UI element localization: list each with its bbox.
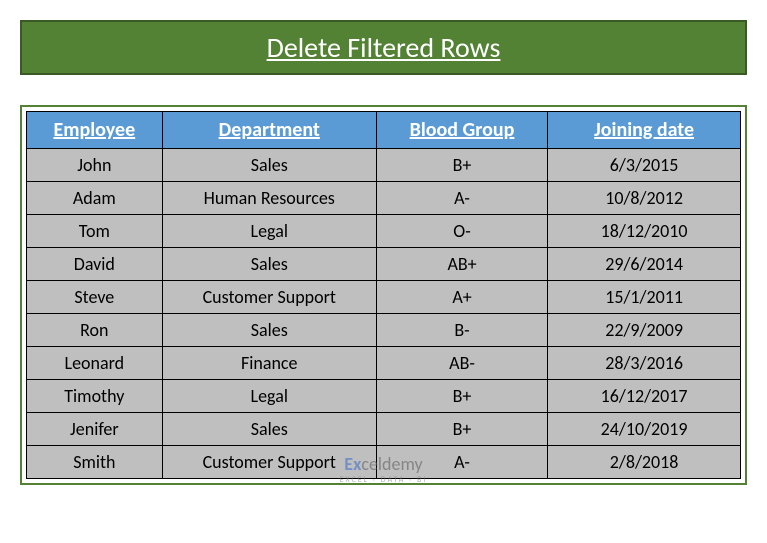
table-row[interactable]: David Sales AB+ 29/6/2014 [27, 248, 741, 281]
cell-joiningdate[interactable]: 10/8/2012 [548, 182, 741, 215]
table-row[interactable]: Smith Customer Support A- 2/8/2018 [27, 446, 741, 479]
cell-bloodgroup[interactable]: B+ [376, 380, 547, 413]
cell-joiningdate[interactable]: 29/6/2014 [548, 248, 741, 281]
page-container: Delete Filtered Rows Employee Department… [20, 20, 747, 487]
cell-department[interactable]: Legal [162, 380, 376, 413]
cell-department[interactable]: Sales [162, 314, 376, 347]
cell-bloodgroup[interactable]: A+ [376, 281, 547, 314]
cell-department[interactable]: Human Resources [162, 182, 376, 215]
table-row[interactable]: Adam Human Resources A- 10/8/2012 [27, 182, 741, 215]
col-joiningdate[interactable]: Joining date [548, 112, 741, 149]
cell-joiningdate[interactable]: 6/3/2015 [548, 149, 741, 182]
cell-department[interactable]: Legal [162, 215, 376, 248]
table-body: John Sales B+ 6/3/2015 Adam Human Resour… [27, 149, 741, 479]
page-title: Delete Filtered Rows [267, 30, 501, 65]
table-row[interactable]: Tom Legal O- 18/12/2010 [27, 215, 741, 248]
table-header-row: Employee Department Blood Group Joining … [27, 112, 741, 149]
table-row[interactable]: Leonard Finance AB- 28/3/2016 [27, 347, 741, 380]
cell-employee[interactable]: Leonard [27, 347, 163, 380]
col-department[interactable]: Department [162, 112, 376, 149]
cell-employee[interactable]: Steve [27, 281, 163, 314]
cell-bloodgroup[interactable]: B- [376, 314, 547, 347]
cell-bloodgroup[interactable]: A- [376, 446, 547, 479]
cell-employee[interactable]: Tom [27, 215, 163, 248]
cell-department[interactable]: Customer Support [162, 281, 376, 314]
cell-department[interactable]: Finance [162, 347, 376, 380]
cell-department[interactable]: Sales [162, 413, 376, 446]
table-row[interactable]: Jenifer Sales B+ 24/10/2019 [27, 413, 741, 446]
cell-joiningdate[interactable]: 22/9/2009 [548, 314, 741, 347]
table-row[interactable]: Ron Sales B- 22/9/2009 [27, 314, 741, 347]
cell-employee[interactable]: Adam [27, 182, 163, 215]
cell-bloodgroup[interactable]: A- [376, 182, 547, 215]
cell-joiningdate[interactable]: 18/12/2010 [548, 215, 741, 248]
cell-employee[interactable]: John [27, 149, 163, 182]
cell-bloodgroup[interactable]: AB- [376, 347, 547, 380]
cell-employee[interactable]: Jenifer [27, 413, 163, 446]
cell-joiningdate[interactable]: 16/12/2017 [548, 380, 741, 413]
cell-bloodgroup[interactable]: O- [376, 215, 547, 248]
cell-employee[interactable]: David [27, 248, 163, 281]
cell-department[interactable]: Sales [162, 248, 376, 281]
table-selection-outline: Employee Department Blood Group Joining … [20, 105, 747, 485]
cell-bloodgroup[interactable]: B+ [376, 149, 547, 182]
cell-joiningdate[interactable]: 24/10/2019 [548, 413, 741, 446]
table-row[interactable]: Timothy Legal B+ 16/12/2017 [27, 380, 741, 413]
table-row[interactable]: Steve Customer Support A+ 15/1/2011 [27, 281, 741, 314]
col-bloodgroup[interactable]: Blood Group [376, 112, 547, 149]
cell-joiningdate[interactable]: 2/8/2018 [548, 446, 741, 479]
cell-bloodgroup[interactable]: B+ [376, 413, 547, 446]
cell-employee[interactable]: Ron [27, 314, 163, 347]
cell-joiningdate[interactable]: 28/3/2016 [548, 347, 741, 380]
cell-employee[interactable]: Timothy [27, 380, 163, 413]
cell-department[interactable]: Customer Support [162, 446, 376, 479]
cell-bloodgroup[interactable]: AB+ [376, 248, 547, 281]
cell-department[interactable]: Sales [162, 149, 376, 182]
cell-joiningdate[interactable]: 15/1/2011 [548, 281, 741, 314]
title-bar: Delete Filtered Rows [20, 20, 747, 75]
employee-table: Employee Department Blood Group Joining … [26, 111, 741, 479]
col-employee[interactable]: Employee [27, 112, 163, 149]
table-row[interactable]: John Sales B+ 6/3/2015 [27, 149, 741, 182]
cell-employee[interactable]: Smith [27, 446, 163, 479]
